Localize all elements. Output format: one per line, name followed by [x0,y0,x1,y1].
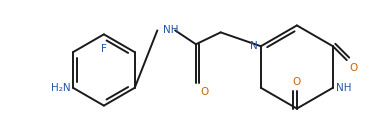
Text: F: F [101,44,107,54]
Text: NH: NH [163,25,179,35]
Text: NH: NH [336,83,351,93]
Text: O: O [350,63,358,73]
Text: H₂N: H₂N [51,83,71,93]
Text: O: O [293,77,301,87]
Text: N: N [250,41,258,51]
Text: O: O [200,87,208,97]
